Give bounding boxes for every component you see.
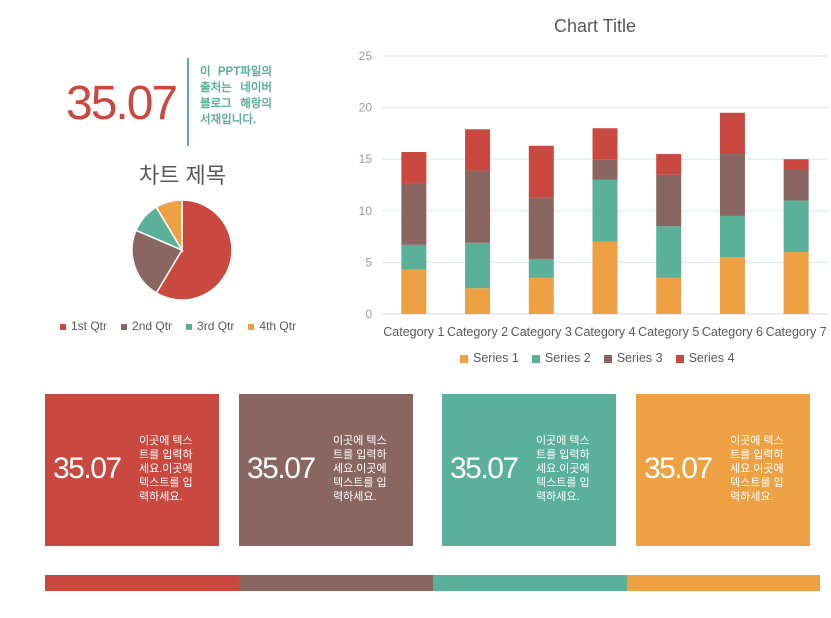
bar-segment-series-1 <box>592 241 618 314</box>
stat-card-value: 35.07 <box>247 452 316 485</box>
stat-card-2: 35.07 이곳에 텍스트를 입력하세요.이곳에 텍스트를 입력하세요. <box>239 394 413 546</box>
y-tick-label: 0 <box>365 307 372 321</box>
bar-chart-title: Chart Title <box>553 16 637 36</box>
y-tick-label: 25 <box>359 49 373 63</box>
pie-legend: 1st Qtr 2nd Qtr 3rd Qtr 4th Qtr <box>60 319 310 333</box>
bar-segment-series-4 <box>528 145 554 198</box>
legend-label: 4th Qtr <box>259 319 297 333</box>
stat-card-value: 35.07 <box>450 452 519 485</box>
bar-segment-series-1 <box>656 277 682 314</box>
bar-segment-series-3 <box>656 174 682 227</box>
legend-label: Series 1 <box>473 351 519 365</box>
pie-slice-1 <box>155 199 233 300</box>
stat-card-value: 35.07 <box>644 452 713 485</box>
headline-value: 35.07 <box>66 77 178 130</box>
bar-segment-series-2 <box>656 226 682 278</box>
legend-label: 3rd Qtr <box>197 319 235 333</box>
bar-segment-series-3 <box>783 169 809 201</box>
legend-label: Series 2 <box>544 351 591 365</box>
x-tick-label: Category 6 <box>702 325 763 339</box>
stat-card-value: 35.07 <box>53 452 122 485</box>
bar-segment-series-1 <box>465 288 491 314</box>
stripe-segment-red <box>45 575 239 591</box>
stripe-segment-orange <box>627 575 820 591</box>
x-tick-label: Category 4 <box>574 325 635 339</box>
pie-chart-title: 차트 제목 <box>138 163 227 188</box>
bar-segment-series-3 <box>401 182 427 245</box>
bar-legend-item: Series 4 <box>675 351 735 365</box>
stat-card-text: 이곳에 텍스트를 입력하세요.이곳에 텍스트를 입력하세요. <box>333 435 387 503</box>
bar-segment-series-3 <box>528 197 554 260</box>
stat-card-text: 이곳에 텍스트를 입력하세요.이곳에 텍스트를 입력하세요. <box>730 435 784 503</box>
y-tick-label: 20 <box>359 101 373 115</box>
bar-legend-item: Series 1 <box>460 351 519 365</box>
y-tick-label: 10 <box>359 204 373 218</box>
legend-swatch <box>675 354 684 363</box>
bar-segment-series-4 <box>719 112 745 155</box>
bar-segment-series-3 <box>592 159 618 180</box>
legend-swatch <box>60 323 66 330</box>
y-tick-label: 5 <box>365 255 372 269</box>
bar-segment-series-2 <box>528 259 554 278</box>
x-tick-label: Category 1 <box>383 325 444 339</box>
bar-segment-series-2 <box>465 242 491 289</box>
stat-card-4: 35.07 이곳에 텍스트를 입력하세요.이곳에 텍스트를 입력하세요. <box>636 394 810 546</box>
bar-segment-series-4 <box>465 129 491 171</box>
legend-swatch <box>603 354 612 363</box>
bar-segment-series-2 <box>401 244 427 270</box>
x-tick-label: Category 5 <box>638 325 699 339</box>
stat-card-3: 35.07 이곳에 텍스트를 입력하세요.이곳에 텍스트를 입력하세요. <box>442 394 616 546</box>
bar-segment-series-1 <box>528 277 554 314</box>
x-tick-label: Category 7 <box>766 325 827 339</box>
bar-segment-series-3 <box>719 154 745 216</box>
bar-segment-series-1 <box>783 252 809 314</box>
legend-label: 2nd Qtr <box>132 319 173 333</box>
legend-swatch <box>186 323 193 330</box>
bar-segment-series-4 <box>783 159 809 170</box>
pie-slice-2 <box>131 229 184 294</box>
bar-segment-series-4 <box>656 154 682 175</box>
legend-swatch <box>460 354 468 363</box>
stripe-segment-teal <box>433 575 627 591</box>
stat-card-1: 35.07 이곳에 텍스트를 입력하세요.이곳에 텍스트를 입력하세요. <box>45 394 219 546</box>
pie-legend-item: 4th Qtr <box>248 319 296 333</box>
pie-legend-item: 1st Qtr <box>60 319 107 333</box>
pie-chart <box>131 199 233 300</box>
bar-segment-series-4 <box>401 151 427 183</box>
bar-segment-series-2 <box>719 215 745 258</box>
bar-segment-series-2 <box>783 200 809 253</box>
stat-card-text: 이곳에 텍스트를 입력하세요.이곳에 텍스트를 입력하세요. <box>139 435 193 503</box>
stripe-segment-brown <box>239 575 433 591</box>
bar-legend-item: Series 2 <box>531 351 591 365</box>
legend-label: 1st Qtr <box>71 319 108 333</box>
pie-legend-item: 3rd Qtr <box>186 319 234 333</box>
legend-label: Series 4 <box>688 351 735 365</box>
stacked-bar-chart: 0 5 10 15 20 25 Category 1 Category 2 Category 3… <box>359 49 828 339</box>
bar-segment-series-1 <box>719 257 745 314</box>
bar-segment-series-4 <box>592 128 618 160</box>
legend-label: Series 3 <box>616 351 663 365</box>
pie-slice-4 <box>155 199 183 253</box>
bar-segment-series-3 <box>465 170 491 243</box>
stat-card-text: 이곳에 텍스트를 입력하세요.이곳에 텍스트를 입력하세요. <box>536 435 590 503</box>
x-tick-label: Category 3 <box>511 325 572 339</box>
legend-swatch <box>121 323 128 330</box>
bar-segment-series-2 <box>592 179 618 242</box>
source-note: 이 PPT파일의 출처는 네이버블로그 해랑의 서재입니다. <box>200 66 272 126</box>
x-tick-label: Category 2 <box>447 325 508 339</box>
y-tick-label: 15 <box>359 152 373 166</box>
legend-swatch <box>531 354 540 363</box>
bar-segment-series-1 <box>401 269 427 314</box>
bar-legend: Series 1 Series 2 Series 3 Series 4 <box>460 351 747 365</box>
pie-legend-item: 2nd Qtr <box>121 319 172 333</box>
headline-divider <box>187 58 189 146</box>
bar-legend-item: Series 3 <box>603 351 663 365</box>
legend-swatch <box>248 323 255 330</box>
